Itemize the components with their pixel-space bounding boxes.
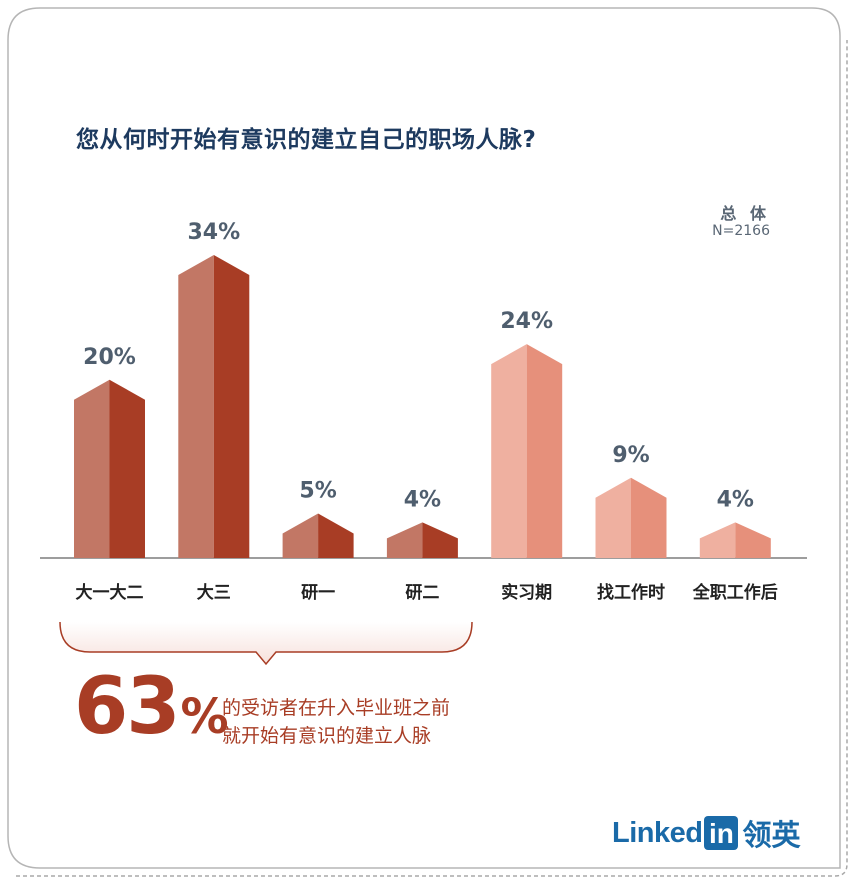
category-label: 找工作时 (597, 582, 665, 603)
bar-face-right (318, 513, 354, 558)
legend-sample-size: N=2166 (712, 223, 770, 239)
callout-line-1: 的受访者在升入毕业班之前 (222, 697, 451, 719)
bar-face-left (595, 477, 631, 558)
bar-face-left (178, 255, 214, 558)
category-label: 研一 (301, 583, 335, 603)
bar-face-left (386, 522, 423, 558)
bar-3 (282, 513, 354, 558)
category-label: 实习期 (501, 582, 552, 603)
bracket-fill (60, 622, 472, 664)
category-label: 研二 (405, 583, 439, 603)
callout-line-2: 就开始有意识的建立人脉 (222, 725, 432, 747)
callout-percent-sign: % (180, 689, 229, 745)
bar-4 (386, 522, 458, 558)
bracket-outline (59, 621, 473, 666)
bar-face-left (699, 522, 736, 558)
callout-number: 63% (74, 668, 229, 746)
bar-face-right (422, 522, 458, 558)
bar-value-label: 5% (299, 478, 336, 503)
logo-in-badge: in (704, 816, 739, 850)
bar-value-label: 9% (612, 443, 649, 468)
chart-title: 您从何时开始有意识的建立自己的职场人脉? (76, 127, 537, 153)
bar-face-right (213, 255, 250, 558)
legend-label: 总 体 (720, 204, 770, 223)
bar-face-left (491, 344, 527, 558)
linkedin-logo: Linked in 领英 (612, 812, 800, 854)
category-label: 全职工作后 (692, 582, 778, 603)
logo-chinese: 领英 (742, 818, 801, 852)
bar-2 (178, 255, 250, 558)
bar-1 (74, 379, 145, 558)
bar-value-label: 4% (404, 487, 441, 512)
bar-face-right (526, 344, 563, 558)
bar-value-label: 20% (83, 345, 136, 370)
category-label: 大三 (197, 582, 231, 603)
bar-face-left (282, 513, 319, 558)
bar-7 (699, 522, 771, 558)
callout-text: 的受访者在升入毕业班之前 就开始有意识的建立人脉 (222, 694, 450, 750)
bar-value-label: 34% (187, 220, 240, 245)
bar-face-right (631, 477, 667, 558)
category-label: 大一大二 (76, 582, 144, 603)
bar-face-left (74, 379, 110, 558)
bar-value-label: 4% (717, 487, 754, 512)
logo-wordmark: Linked (612, 816, 703, 849)
bar-5 (491, 344, 563, 558)
bar-face-right (109, 379, 145, 558)
bar-value-label: 24% (500, 309, 553, 334)
bar-face-right (735, 522, 771, 558)
callout-number-value: 63 (74, 662, 181, 752)
bar-6 (595, 477, 667, 558)
